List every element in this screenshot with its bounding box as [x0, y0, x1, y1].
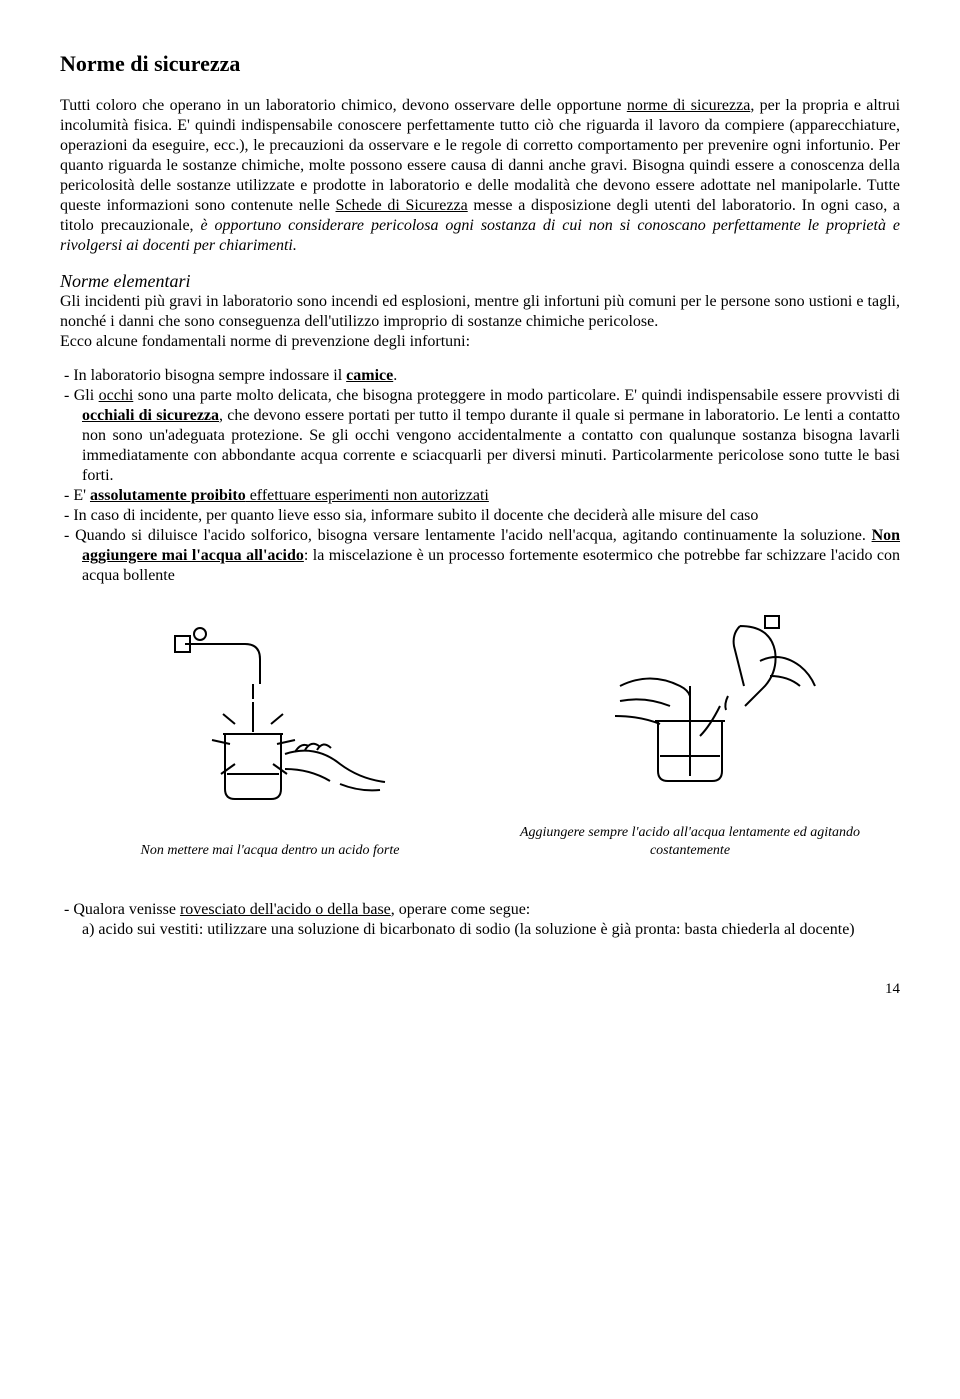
b2-b: sono una parte molto delicata, che bisog…: [133, 387, 900, 404]
bullet-rovesciato: Qualora venisse rovesciato dell'acido o …: [60, 900, 900, 920]
b1-camice: camice: [346, 367, 393, 384]
b2-occhiali: occhiali di sicurezza: [82, 407, 219, 424]
bullet-occhi: Gli occhi sono una parte molto delicata,…: [60, 386, 900, 486]
b2-a: Gli: [74, 387, 99, 404]
bl2-u: rovesciato dell'acido o della base: [180, 901, 391, 918]
figure-wrong-caption: Non mettere mai l'acqua dentro un acido …: [81, 842, 459, 860]
intro-paragraph: Tutti coloro che operano in un laborator…: [60, 96, 900, 256]
bullet-rovesciato-sub-a: a) acido sui vestiti: utilizzare una sol…: [60, 920, 900, 940]
bullet-camice: In laboratorio bisogna sempre indossare …: [60, 366, 900, 386]
b1-a: In laboratorio bisogna sempre indossare …: [73, 367, 346, 384]
bullet-list-2: Qualora venisse rovesciato dell'acido o …: [60, 900, 900, 920]
figure-right-caption: Aggiungere sempre l'acido all'acqua lent…: [501, 824, 879, 860]
page-number: 14: [60, 980, 900, 999]
figure-wrong: Non mettere mai l'acqua dentro un acido …: [81, 624, 459, 860]
sec2-lead: Ecco alcune fondamentali norme di preven…: [60, 332, 900, 352]
bl2-a: Qualora venisse: [73, 901, 180, 918]
subheading-norme-elementari: Norme elementari: [60, 270, 900, 293]
b5-a: Quando si diluisce l'acido solforico, bi…: [75, 527, 872, 544]
intro-underline-1: norme di sicurezza: [627, 97, 751, 114]
intro-underline-2: Schede di Sicurezza: [336, 197, 468, 214]
figure-right: Aggiungere sempre l'acido all'acqua lent…: [501, 606, 879, 860]
illustration-right-icon: [560, 606, 820, 816]
page-title: Norme di sicurezza: [60, 50, 900, 78]
b1-b: .: [393, 367, 397, 384]
b3-a: E': [73, 487, 90, 504]
bl2-b: , operare come segue:: [391, 901, 530, 918]
b2-occhi: occhi: [99, 387, 134, 404]
sec2-intro: Gli incidenti più gravi in laboratorio s…: [60, 292, 900, 332]
b3-u: effettuare esperimenti non autorizzati: [246, 487, 489, 504]
bullet-acido: Quando si diluisce l'acido solforico, bi…: [60, 526, 900, 586]
figures-row: Non mettere mai l'acqua dentro un acido …: [60, 606, 900, 860]
intro-text-a: Tutti coloro che operano in un laborator…: [60, 97, 627, 114]
bullet-list-1: In laboratorio bisogna sempre indossare …: [60, 366, 900, 586]
bullet-proibito: E' assolutamente proibito effettuare esp…: [60, 486, 900, 506]
bullet-incidente: In caso di incidente, per quanto lieve e…: [60, 506, 900, 526]
b3-proibito: assolutamente proibito: [90, 487, 246, 504]
illustration-wrong-icon: [145, 624, 395, 834]
